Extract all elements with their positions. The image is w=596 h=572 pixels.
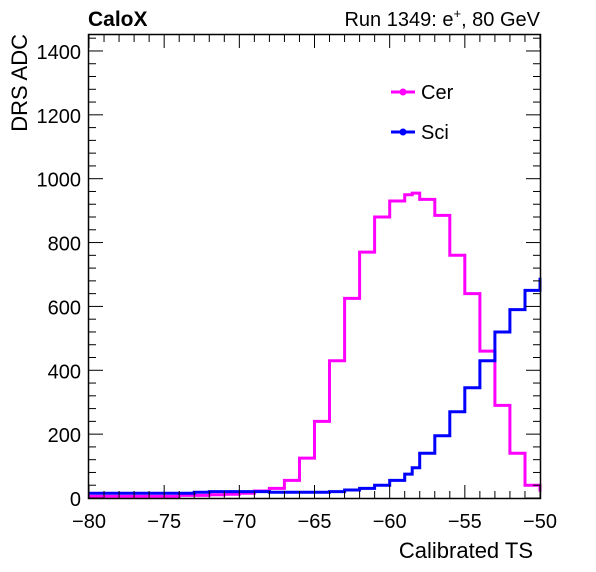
run-label: Run 1349: e+, 80 GeV [344,6,540,31]
series-line-cer [89,191,542,498]
plot-area [89,191,542,498]
x-axis-title: Calibrated TS [399,538,533,563]
y-tick-label: 400 [48,361,81,383]
x-tick-label: −55 [448,511,482,533]
y-tick-label: 0 [70,489,81,511]
y-tick-label: 600 [48,297,81,319]
x-tick-label: −65 [298,511,332,533]
y-tick-label: 800 [48,234,81,256]
y-tick-label: 200 [48,425,81,447]
legend-label-cer: Cer [421,82,454,104]
y-tick-label: 1400 [37,42,82,64]
x-tick-label: −75 [147,511,181,533]
y-tick-label: 1000 [37,170,82,192]
series-line-sci [89,277,542,495]
y-axis-title: DRS ADC [7,34,32,132]
x-tick-label: −80 [72,511,106,533]
y-tick-label: 1200 [37,106,82,128]
axis-ticks: −80 −75 −70 −65 −60 −55 −50 0 200 400 600 800 1000 12… [37,35,557,533]
x-tick-label: −60 [373,511,407,533]
experiment-label: CaloX [88,8,148,31]
legend: Cer Sci [391,82,454,144]
plot-frame [87,33,542,500]
legend-label-sci: Sci [421,122,449,144]
x-tick-label: −50 [523,511,557,533]
legend-marker-cer [399,88,407,96]
legend-marker-sci [399,128,407,136]
x-tick-label: −70 [222,511,256,533]
